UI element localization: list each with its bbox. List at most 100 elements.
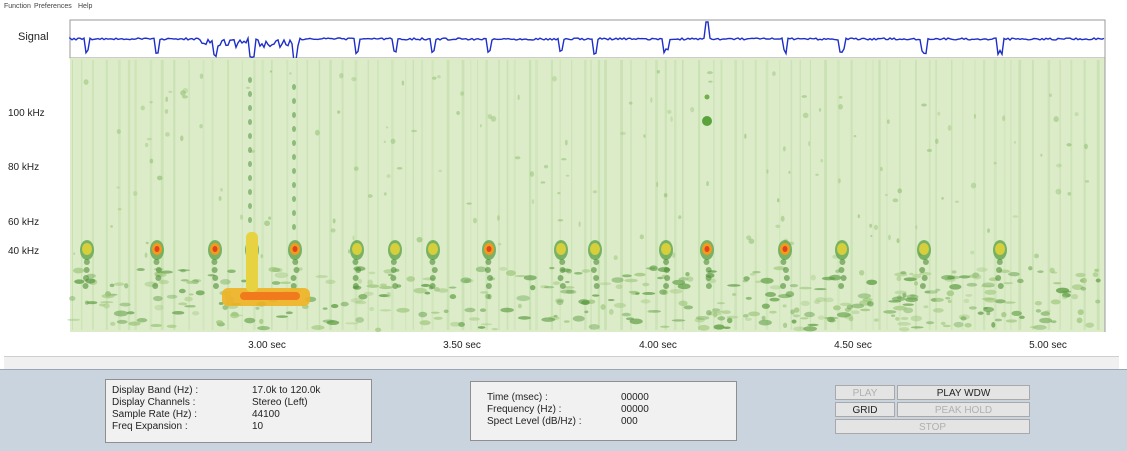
texture-stripe <box>161 60 164 330</box>
noise-speckle <box>888 235 891 241</box>
call-tail <box>152 283 158 289</box>
time-label: 3.50 sec <box>443 340 481 351</box>
noise-speckle <box>622 274 632 277</box>
readout-value: 00000 <box>621 404 649 415</box>
noise-speckle <box>803 113 809 118</box>
noise-speckle <box>1075 112 1079 116</box>
noise-speckle <box>815 297 825 302</box>
noise-speckle <box>574 272 583 275</box>
noise-speckle <box>246 87 250 89</box>
noise-speckle <box>750 273 756 276</box>
texture-stripe <box>851 60 853 330</box>
call-tail <box>392 283 398 289</box>
noise-speckle <box>696 316 710 320</box>
noise-speckle <box>991 322 995 328</box>
noise-speckle <box>948 125 952 131</box>
noise-speckle <box>874 225 878 230</box>
burst-speck <box>248 175 252 181</box>
noise-speckle <box>100 301 113 303</box>
noise-speckle <box>960 316 966 320</box>
call-core <box>590 243 600 255</box>
noise-speckle <box>190 305 195 307</box>
noise-speckle <box>167 325 177 328</box>
noise-speckle <box>593 190 597 193</box>
noise-speckle <box>775 225 780 228</box>
noise-speckle <box>941 275 955 280</box>
noise-speckle <box>119 303 130 307</box>
burst-speck <box>248 133 252 139</box>
texture-stripe <box>413 60 414 330</box>
noise-speckle <box>244 318 255 324</box>
info-label: Display Channels : <box>112 397 195 408</box>
noise-speckle <box>954 322 964 328</box>
noise-speckle <box>351 77 356 81</box>
burst-speck <box>292 196 296 202</box>
texture-stripe <box>391 60 394 330</box>
texture-stripe <box>1010 60 1012 330</box>
noise-speckle <box>897 238 900 243</box>
noise-speckle <box>110 284 115 288</box>
texture-stripe <box>72 60 73 330</box>
noise-speckle <box>941 322 946 325</box>
noise-speckle <box>497 215 500 221</box>
grid-button[interactable]: GRID <box>835 402 895 417</box>
texture-stripe <box>514 60 516 330</box>
noise-speckle <box>379 286 393 289</box>
noise-speckle <box>1053 116 1058 122</box>
texture-stripe <box>1032 60 1034 330</box>
play-window-button[interactable]: PLAY WDW <box>897 385 1030 400</box>
readout-box: Time (msec) : 00000 Frequency (Hz) : 000… <box>470 381 737 441</box>
noise-speckle <box>935 139 939 145</box>
noise-speckle <box>781 216 785 222</box>
call-core <box>352 243 362 255</box>
call-tail <box>919 267 925 273</box>
noise-speckle <box>358 294 367 299</box>
noise-speckle <box>561 158 566 160</box>
noise-speckle <box>183 88 188 94</box>
noise-speckle <box>838 104 843 110</box>
burst-speck <box>248 91 252 97</box>
texture-stripe <box>742 60 744 330</box>
noise-speckle <box>149 101 152 103</box>
noise-speckle <box>355 301 366 305</box>
noise-speckle <box>460 91 464 95</box>
noise-speckle <box>910 295 916 297</box>
noise-speckle <box>518 316 531 320</box>
texture-stripe <box>866 60 867 330</box>
call-tail <box>213 283 219 289</box>
noise-speckle <box>200 74 204 79</box>
noise-speckle <box>541 317 555 322</box>
noise-speckle <box>1066 143 1071 146</box>
noise-speckle <box>84 79 89 85</box>
burst-speck <box>292 140 296 146</box>
noise-speckle <box>498 243 501 245</box>
peak-hold-button[interactable]: PEAK HOLD <box>897 402 1030 417</box>
noise-speckle <box>566 290 577 294</box>
spectrogram-view <box>0 0 1127 370</box>
noise-speckle <box>1003 282 1013 284</box>
stop-button[interactable]: STOP <box>835 419 1030 434</box>
noise-speckle <box>964 323 971 328</box>
noise-speckle <box>801 301 810 306</box>
play-button[interactable]: PLAY <box>835 385 895 400</box>
time-label: 4.50 sec <box>834 340 872 351</box>
texture-stripe <box>837 60 840 330</box>
noise-speckle <box>656 182 658 187</box>
call-tail <box>703 259 709 265</box>
horizontal-scrollbar[interactable] <box>4 356 1119 369</box>
noise-speckle <box>165 132 170 137</box>
texture-stripe <box>150 60 153 330</box>
noise-speckle <box>804 312 815 317</box>
noise-speckle <box>743 280 749 283</box>
noise-speckle <box>480 124 482 127</box>
noise-speckle <box>286 311 293 314</box>
noise-speckle <box>417 237 423 243</box>
noise-speckle <box>698 325 710 331</box>
noise-speckle <box>714 324 725 329</box>
noise-speckle <box>450 294 456 299</box>
noise-speckle <box>867 301 874 307</box>
noise-speckle <box>965 294 972 297</box>
noise-speckle <box>811 275 816 281</box>
call-tail <box>487 275 493 281</box>
noise-speckle <box>1036 309 1041 313</box>
